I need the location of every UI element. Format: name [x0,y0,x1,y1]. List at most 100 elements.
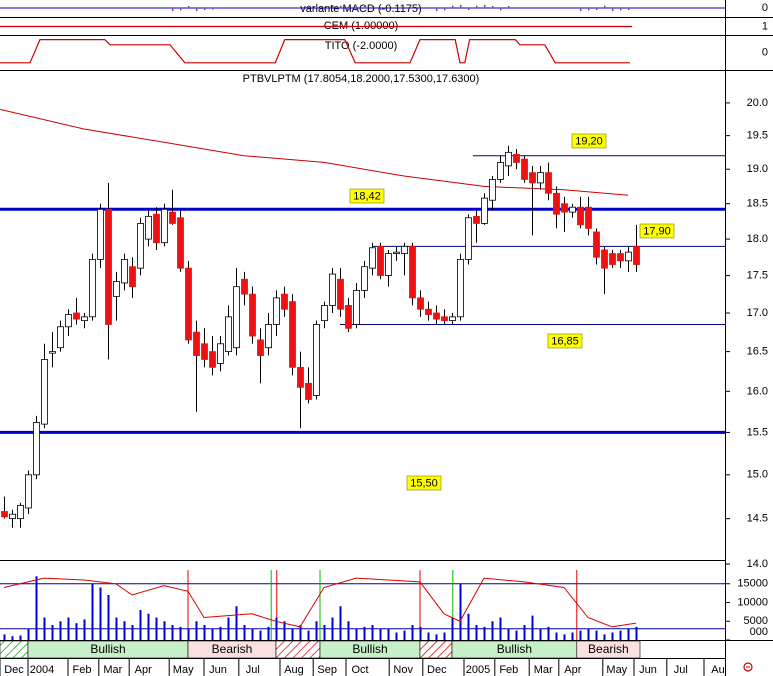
candle-body [537,172,544,184]
volume-bar [3,634,6,640]
candle-body [209,351,216,368]
level-label-box [571,133,607,149]
volume-bar [99,587,102,640]
candle-body [81,316,88,322]
macd-bar [484,5,486,8]
candle-body [321,305,328,322]
candle-body [561,203,568,213]
macd-bar [332,5,334,8]
macd-bar [580,8,582,11]
oscillator-line [3,577,637,628]
x-tick-label: May [606,664,627,676]
candle-body [401,245,408,254]
candle-body [49,351,56,354]
volume-bar [443,632,446,640]
volume-bar [179,626,182,640]
y-tick-label: 20.0 [747,97,768,109]
volume-bar [139,610,142,640]
candle-body [281,293,288,310]
candle-body [473,215,480,224]
volume-bar [563,634,566,640]
volume-bar [283,621,286,640]
level-label-box [349,188,385,204]
status-icon [743,662,753,672]
volume-bar [259,630,262,640]
macd-bar [372,5,374,8]
candle-body [105,208,112,325]
level-label: 18,42 [353,190,381,202]
volume-bar [51,625,54,640]
macd-bar [180,8,182,11]
volume-tick-label: 10000 [737,596,768,608]
chart-title: PTBVLPTM (17.8054,18.2000,17.5300,17.630… [243,73,480,85]
macd-bar [596,8,598,10]
volume-bar [171,625,174,640]
y-tick-label: 18.5 [747,198,768,210]
candle-body [289,301,296,368]
volume-bar [531,615,534,640]
x-tick-label: Aug [284,664,304,676]
candle-body [441,316,448,322]
candle-body [385,253,392,276]
volume-tick-label: 5000 [744,615,768,627]
volume-bar [59,621,62,640]
macd-bar [364,5,366,8]
candle-body [25,474,32,509]
regime-label: Bullish [90,642,125,656]
candle-body [201,343,208,360]
volume-bar [387,628,390,640]
x-tick-label: May [173,664,194,676]
x-tick-label: Jun [639,664,657,676]
candle-body [233,286,240,349]
candle-body [489,179,496,201]
x-tick-label: Jul [674,664,688,676]
macd-bar [212,8,214,10]
candle-body [297,366,304,388]
candle-body [1,511,8,518]
macd-bar [460,5,462,8]
volume-bar [635,626,638,640]
candle-body [577,206,584,226]
x-tick-label: Feb [499,664,518,676]
volume-bar [371,625,374,640]
macd-bar [324,8,326,10]
volume-bar [451,617,454,640]
volume-bar [83,619,86,640]
candle-body [89,258,96,318]
regime-segment [576,640,641,659]
y-tick-label: 18.0 [747,233,768,245]
candle-body [609,253,616,265]
volume-bar [435,634,438,640]
macd-bar [356,6,358,8]
volume-tick-label: 15000 [737,578,768,590]
macd-title: variante MACD (-0.1175) [300,3,421,15]
y-tick-label: 14.5 [747,513,768,525]
volume-bar [523,625,526,640]
level-label-box [547,333,583,349]
candle-body [265,324,272,349]
candle-body [329,273,336,306]
candle-body [41,359,48,425]
x-tick-label: Apr [564,664,581,676]
volume-bar [267,626,270,640]
macd-bar [492,6,494,8]
volume-bar [483,626,486,640]
volume-bar [43,617,46,640]
cem-tick-label: 1 [762,20,768,32]
volume-bar [347,621,350,640]
macd-bar [588,8,590,11]
candle-body [241,278,248,295]
candle-body [617,253,624,262]
volume-bar [323,625,326,640]
candle-body [545,172,552,194]
volume-bar [299,625,302,640]
regime-segment [275,640,321,659]
macd-bar [340,5,342,8]
volume-bar [499,617,502,640]
candle-body [185,267,192,341]
macd-bar [308,5,310,8]
macd-bar [204,8,206,10]
volume-bar [163,621,166,640]
x-tick-label: Mar [103,664,122,676]
y-tick-label: 16.0 [747,385,768,397]
